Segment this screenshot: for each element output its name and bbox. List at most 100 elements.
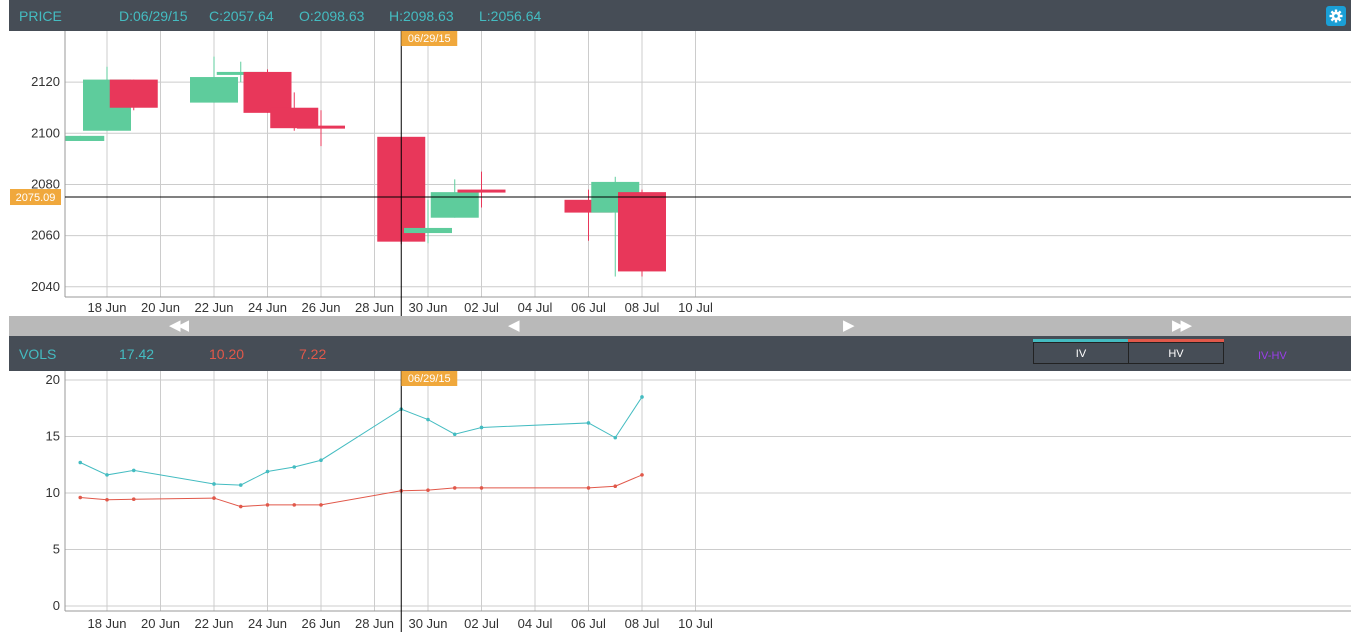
vols-y-tick-label: 0: [53, 598, 60, 613]
price-y-tick-label: 2080: [31, 176, 60, 191]
price-x-tick-label: 28 Jun: [355, 300, 394, 315]
iv-hv-toggle[interactable]: IV-HV: [1258, 350, 1287, 362]
iv-series-point: [265, 469, 270, 474]
price-open-readout: O:2098.63: [299, 8, 365, 24]
fast-forward-button[interactable]: ▶▶: [1172, 317, 1192, 334]
price-y-tick-label: 2040: [31, 279, 60, 294]
hv-series-point: [131, 497, 136, 502]
price-header: PRICE D:06/29/15 C:2057.64 O:2098.63 H:2…: [9, 0, 1351, 31]
hv-swatch: [1128, 339, 1224, 342]
hv-series-point: [640, 473, 644, 477]
settings-button[interactable]: [1326, 6, 1346, 26]
vols-y-tick-label: 20: [46, 372, 60, 387]
vols-x-tick-label: 24 Jun: [248, 616, 287, 631]
bullish-candle: [430, 179, 479, 218]
iv-series-point: [238, 483, 243, 487]
bearish-candle: [457, 171, 506, 208]
back-button[interactable]: ◀: [508, 317, 519, 334]
bullish-candle: [216, 61, 265, 83]
price-x-tick-label: 08 Jul: [625, 300, 660, 315]
bullish-candle: [65, 135, 105, 141]
vols-x-tick-label: 08 Jul: [625, 616, 660, 631]
bearish-candle: [270, 92, 319, 131]
hv-toggle-button[interactable]: HV: [1128, 339, 1224, 364]
hv-series-line: [80, 474, 643, 508]
hv-series-point: [452, 486, 457, 490]
candle-body: [216, 71, 265, 75]
price-x-tick-label: 06 Jul: [571, 300, 606, 315]
vols-x-tick-label: 04 Jul: [518, 616, 553, 631]
crosshair-date-label: 06/29/15: [408, 33, 451, 45]
navigation-bar: ◀◀ ◀ ▶ ▶▶: [9, 316, 1351, 336]
iv-series-line: [80, 396, 643, 486]
price-x-tick-label: 02 Jul: [464, 300, 499, 315]
candle-body: [457, 189, 506, 193]
hv-series-point: [319, 503, 323, 507]
price-x-tick-label: 30 Jun: [408, 300, 447, 315]
vols-x-tick-label: 20 Jun: [141, 616, 180, 631]
iv-series-point: [479, 425, 484, 430]
vols-crosshair: 06/29/15: [400, 371, 458, 632]
candle-body: [297, 125, 345, 129]
vols-header: VOLS 17.42 10.20 7.22 IV HV IV-HV: [9, 336, 1351, 371]
price-chart[interactable]: 18 Jun 20 Jun 22 Jun 24 Jun 26 Jun 28 Jun 30 J…: [0, 31, 1358, 316]
price-candle-layer: [65, 56, 666, 277]
iv-hv-value: 7.22: [299, 346, 327, 362]
price-x-tick-label: 26 Jun: [301, 300, 340, 315]
iv-series-point: [292, 465, 297, 469]
fast-back-button[interactable]: ◀◀: [169, 317, 189, 334]
hv-series-point: [586, 486, 591, 490]
iv-toggle-button[interactable]: IV: [1033, 339, 1129, 364]
crosshair-price-label: 2075.09: [16, 192, 56, 204]
vols-title: VOLS: [19, 346, 57, 362]
bearish-candle: [618, 189, 666, 277]
vols-crosshair-date-label: 06/29/15: [408, 373, 451, 385]
candle-body: [430, 192, 479, 218]
bearish-candle: [109, 79, 158, 111]
price-x-tick-label: 24 Jun: [248, 300, 287, 315]
hv-series-point: [426, 488, 430, 492]
hv-series-point: [105, 497, 109, 502]
vols-x-tick-label: 26 Jun: [301, 616, 340, 631]
iv-toggle-label: IV: [1075, 348, 1087, 360]
iv-series-point: [105, 473, 109, 477]
candle-body: [618, 192, 666, 272]
candle-body: [270, 107, 319, 129]
hv-toggle-label: HV: [1168, 348, 1184, 360]
crosshair-date-badge: [401, 31, 458, 46]
vols-x-tick-label: 22 Jun: [194, 616, 233, 631]
hv-series-point: [292, 503, 297, 507]
price-title: PRICE: [19, 8, 62, 24]
iv-series-point: [319, 458, 323, 463]
iv-series-point: [426, 417, 430, 422]
candle-body: [109, 79, 158, 108]
hv-series-point: [78, 495, 83, 500]
price-x-tick-label: 10 Jul: [678, 300, 713, 315]
iv-series-point: [131, 468, 136, 473]
hv-series-point: [238, 504, 243, 509]
price-x-tick-label: 22 Jun: [194, 300, 233, 315]
vols-y-tick-label: 15: [46, 429, 60, 444]
bearish-candle: [297, 110, 345, 147]
forward-button[interactable]: ▶: [843, 317, 854, 334]
price-x-tick-label: 04 Jul: [518, 300, 553, 315]
hv-series-point: [479, 486, 484, 490]
candle-body: [404, 227, 452, 234]
price-x-tick-label: 18 Jun: [87, 300, 126, 315]
iv-series-point: [212, 482, 216, 486]
iv-value: 17.42: [119, 346, 155, 362]
vols-chart[interactable]: 18 Jun 20 Jun 22 Jun 24 Jun 26 Jun 28 Jun 30 J…: [0, 371, 1358, 632]
vols-x-tick-label: 10 Jul: [678, 616, 713, 631]
vols-line-layer: [78, 395, 644, 509]
price-y-tick-label: 2100: [31, 125, 60, 140]
price-axes: 18 Jun 20 Jun 22 Jun 24 Jun 26 Jun 28 Jun 30 J…: [31, 31, 1351, 315]
crosshair-price-badge: [10, 189, 61, 206]
vols-lines: [78, 395, 644, 509]
price-x-tick-label: 20 Jun: [141, 300, 180, 315]
vols-x-tick-label: 18 Jun: [87, 616, 126, 631]
iv-series-point: [78, 460, 83, 465]
iv-series-point: [613, 435, 618, 440]
bearish-candle: [243, 69, 292, 113]
price-low-readout: L:2056.64: [479, 8, 542, 24]
vols-x-tick-label: 28 Jun: [355, 616, 394, 631]
